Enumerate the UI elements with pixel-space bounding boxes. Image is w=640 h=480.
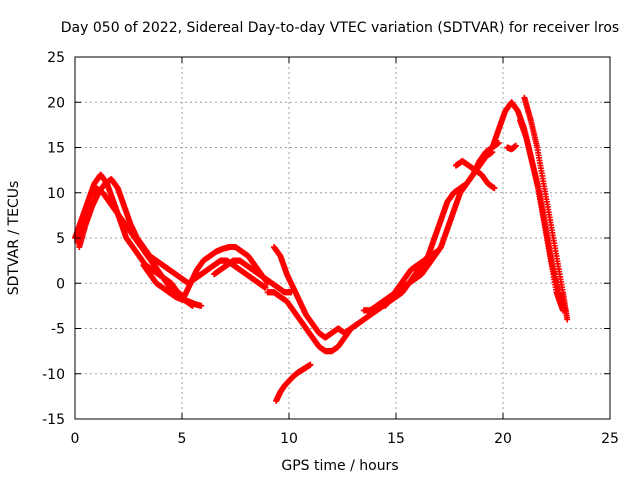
y-tick-label: 10 xyxy=(47,186,65,202)
data-point xyxy=(564,316,571,323)
series-track-15 xyxy=(504,142,519,153)
data-point xyxy=(307,361,314,368)
series-track-5 xyxy=(211,257,295,296)
y-tick-label: -15 xyxy=(42,412,65,428)
x-axis-label: GPS time / hours xyxy=(281,458,398,474)
data-point xyxy=(491,185,498,192)
data-point xyxy=(433,248,440,255)
data-point xyxy=(262,284,269,291)
x-tick-label: 20 xyxy=(494,431,512,447)
x-tick-label: 0 xyxy=(71,431,80,447)
series-track-7 xyxy=(264,149,496,355)
y-tick-label: 20 xyxy=(47,95,65,111)
data-points xyxy=(72,94,571,404)
grid-lines xyxy=(75,57,610,419)
y-axis-label: SDTVAR / TECUs xyxy=(6,181,22,296)
data-point xyxy=(198,302,205,309)
x-tick-label: 10 xyxy=(280,431,298,447)
series-track-14 xyxy=(273,361,314,404)
y-tick-label: -10 xyxy=(42,367,65,383)
y-tick-label: 25 xyxy=(47,50,65,66)
chart-title: Day 050 of 2022, Sidereal Day-to-day VTE… xyxy=(61,20,619,36)
x-tick-label: 5 xyxy=(178,431,187,447)
series-track-9 xyxy=(382,248,440,309)
series-track-12 xyxy=(521,94,571,323)
axis-ticks: 0 5 10 15 20 25 -15 -10 -5 0 5 10 15 20 25 xyxy=(42,50,619,447)
y-tick-label: 0 xyxy=(56,276,65,292)
x-tick-label: 25 xyxy=(601,431,619,447)
series-track-4 xyxy=(140,262,205,309)
data-point xyxy=(512,142,519,149)
y-tick-label: -5 xyxy=(51,322,65,338)
data-point xyxy=(562,307,569,314)
y-tick-label: 15 xyxy=(47,141,65,157)
series-track-13 xyxy=(517,117,569,314)
y-tick-label: 5 xyxy=(56,231,65,247)
x-tick-label: 15 xyxy=(387,431,405,447)
series-track-10 xyxy=(452,158,498,192)
